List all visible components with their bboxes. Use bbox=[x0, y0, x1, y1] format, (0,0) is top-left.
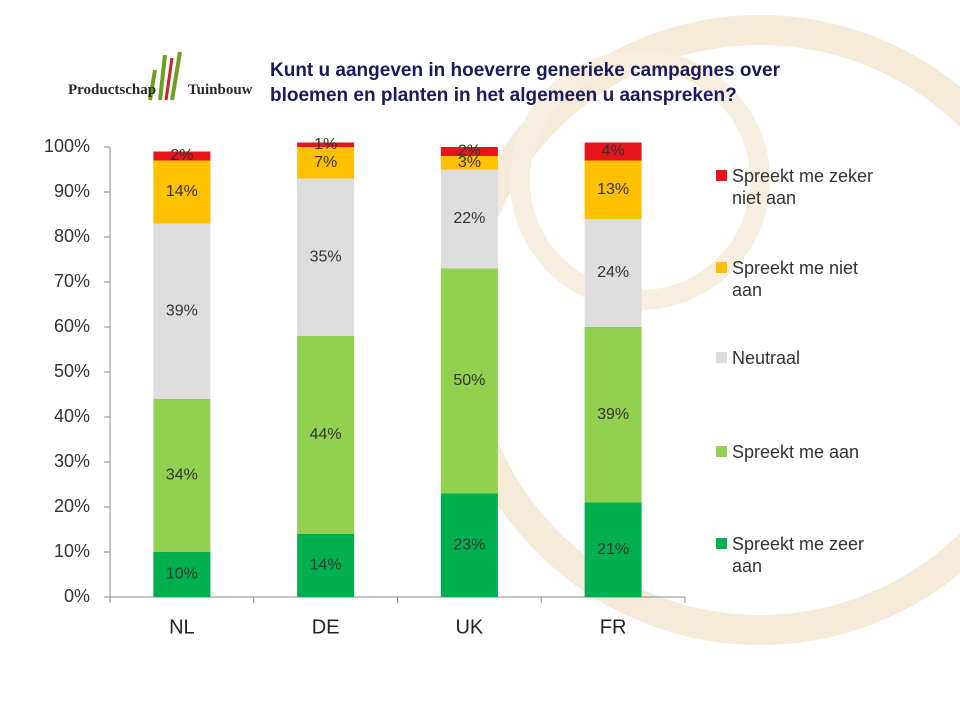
legend-label: Neutraal bbox=[732, 348, 801, 368]
legend-swatch bbox=[716, 352, 727, 363]
legend-swatch bbox=[716, 262, 727, 273]
legend-swatch bbox=[716, 538, 727, 549]
bar-segment bbox=[440, 156, 498, 170]
bar-segment bbox=[440, 147, 498, 156]
bar-segment bbox=[440, 169, 498, 269]
data-label: 21% bbox=[597, 541, 629, 558]
bar-segment bbox=[440, 268, 498, 494]
data-label: 34% bbox=[166, 467, 198, 484]
data-label: 2% bbox=[458, 143, 481, 160]
data-label: 39% bbox=[597, 406, 629, 423]
data-label: 14% bbox=[310, 557, 342, 574]
y-tick-label: 100% bbox=[44, 136, 90, 156]
bar-segment bbox=[153, 223, 211, 399]
data-label: 1% bbox=[314, 136, 337, 153]
bar-segment bbox=[153, 160, 211, 224]
bar-segment bbox=[153, 399, 211, 552]
data-label: 39% bbox=[166, 302, 198, 319]
data-label: 14% bbox=[166, 183, 198, 200]
logo-mark bbox=[164, 57, 174, 101]
y-tick-label: 10% bbox=[54, 541, 90, 561]
x-tick-label: UK bbox=[455, 616, 483, 638]
data-label: 50% bbox=[453, 372, 485, 389]
logo-text: Productschap bbox=[68, 82, 157, 98]
data-label: 24% bbox=[597, 264, 629, 281]
bar-segment bbox=[297, 147, 355, 179]
bar-segment bbox=[440, 493, 498, 597]
y-tick-label: 30% bbox=[54, 451, 90, 471]
x-tick-label: NL bbox=[169, 616, 195, 638]
y-tick-label: 50% bbox=[54, 361, 90, 381]
y-tick-label: 0% bbox=[64, 586, 90, 606]
bar-segment bbox=[584, 502, 642, 597]
data-label: 23% bbox=[453, 536, 485, 553]
logo-text: Tuinbouw bbox=[188, 82, 253, 98]
x-tick-label: DE bbox=[312, 616, 340, 638]
bar-segment bbox=[297, 336, 355, 534]
legend-label: Spreekt me niet aan bbox=[732, 258, 859, 300]
data-label: 13% bbox=[597, 181, 629, 198]
bar-segment bbox=[153, 552, 211, 597]
y-tick-label: 90% bbox=[54, 181, 90, 201]
bar-segment bbox=[584, 142, 642, 161]
y-tick-label: 20% bbox=[54, 496, 90, 516]
bar-segment bbox=[584, 327, 642, 503]
logo-mark bbox=[148, 51, 182, 101]
bar-segment bbox=[297, 534, 355, 597]
bar-segment bbox=[297, 142, 355, 147]
chart-title: Kunt u aangeven in hoeverre generieke ca… bbox=[270, 60, 781, 106]
bar-segment bbox=[297, 178, 355, 336]
data-label: 4% bbox=[602, 143, 625, 160]
legend-label: Spreekt me zeker niet aan bbox=[732, 166, 874, 208]
data-label: 22% bbox=[453, 210, 485, 227]
data-label: 10% bbox=[166, 566, 198, 583]
bar-segment bbox=[584, 219, 642, 327]
y-tick-label: 80% bbox=[54, 226, 90, 246]
legend-label: Spreekt me zeer aan bbox=[732, 534, 865, 576]
legend-swatch bbox=[716, 170, 727, 181]
x-tick-label: FR bbox=[600, 616, 627, 638]
data-label: 7% bbox=[314, 154, 337, 171]
bar-segment bbox=[153, 151, 211, 161]
data-label: 3% bbox=[458, 154, 481, 171]
bar-segment bbox=[584, 160, 642, 219]
y-tick-label: 70% bbox=[54, 271, 90, 291]
data-label: 2% bbox=[170, 147, 193, 164]
legend-swatch bbox=[716, 446, 727, 457]
data-label: 44% bbox=[310, 426, 342, 443]
y-tick-label: 40% bbox=[54, 406, 90, 426]
legend-label: Spreekt me aan bbox=[732, 442, 860, 462]
y-tick-label: 60% bbox=[54, 316, 90, 336]
data-label: 35% bbox=[310, 248, 342, 265]
